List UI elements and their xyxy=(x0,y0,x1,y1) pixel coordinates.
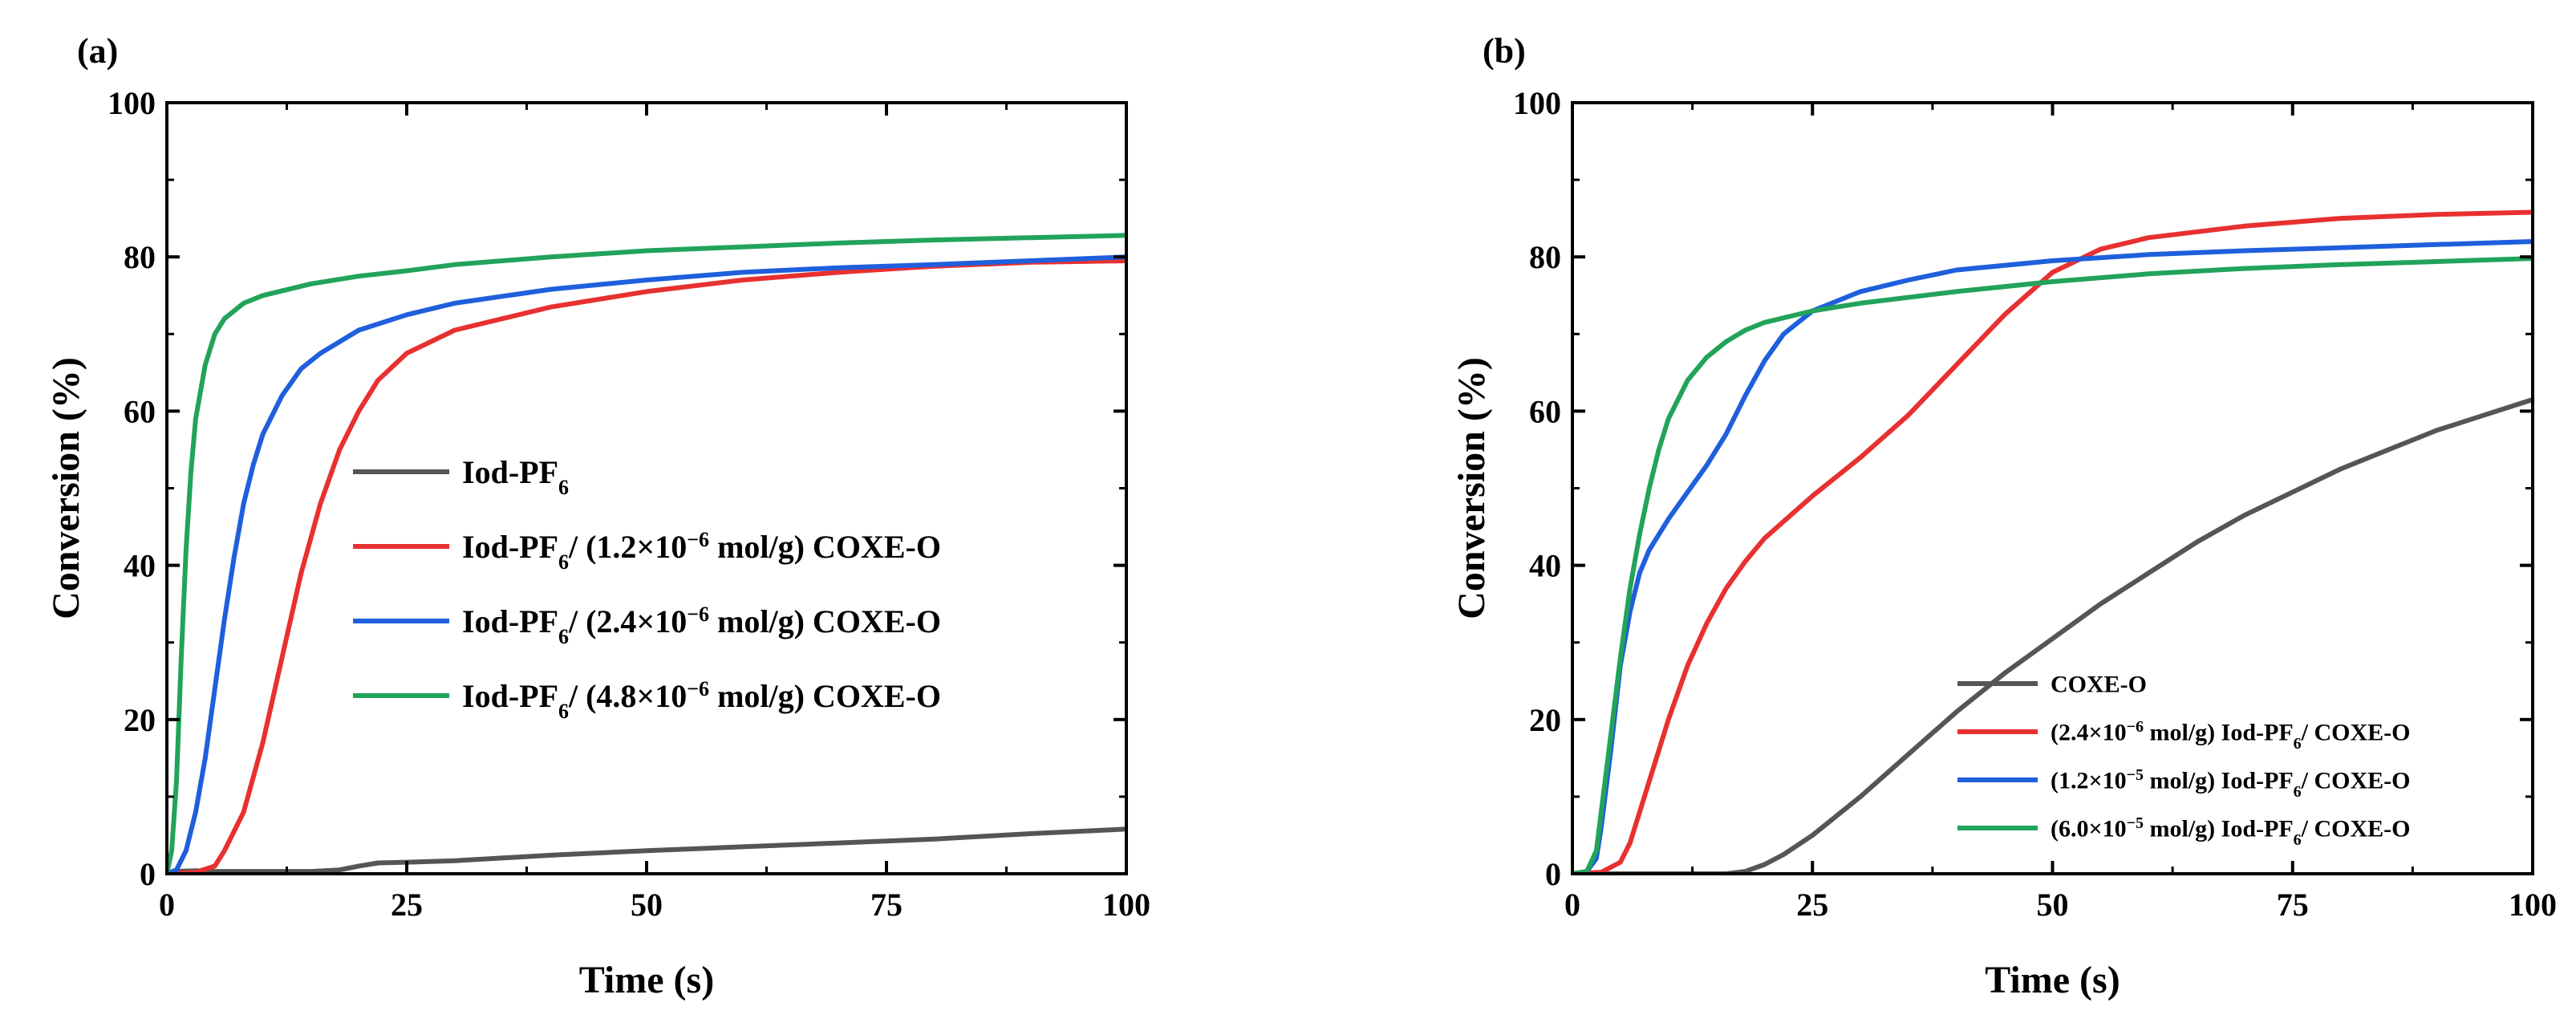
legend: COXE-O(2.4×10−6 mol/g) Iod-PF6/ COXE-O(1… xyxy=(1957,672,2411,849)
legend-text-pre: Iod-PF xyxy=(462,678,558,714)
legend-text-mid: mol/g) Iod-PF xyxy=(2144,768,2294,794)
legend-entry-2: Iod-PF6/ (1.2×10−6 mol/g) COXE-O xyxy=(462,528,941,574)
legend-text-mid: / (1.2×10 xyxy=(568,529,687,565)
y-tick-label: 80 xyxy=(124,239,156,275)
x-tick-label: 100 xyxy=(1102,887,1150,923)
legend-text-pre: Iod-PF xyxy=(462,529,558,565)
legend-entry-4: (6.0×10−5 mol/g) Iod-PF6/ COXE-O xyxy=(2051,814,2411,849)
series-line-3 xyxy=(167,254,1126,874)
legend-text-pre: (2.4×10 xyxy=(2051,720,2127,746)
y-tick-label: 100 xyxy=(108,85,156,121)
legend-text-mid: / (4.8×10 xyxy=(568,678,687,714)
legend-text-mid: mol/g) Iod-PF xyxy=(2144,816,2294,842)
y-tick-label: 100 xyxy=(1513,85,1561,121)
legend-text-pre: Iod-PF xyxy=(462,454,558,490)
legend-text-post: mol/g) COXE-O xyxy=(709,529,941,565)
legend-text-sup: −5 xyxy=(2127,814,2144,832)
series-line-1 xyxy=(167,826,1126,874)
panel-label: (b) xyxy=(1483,31,1526,71)
legend-text-mid: / (2.4×10 xyxy=(568,603,687,639)
legend-text-pre: (6.0×10 xyxy=(2051,816,2127,842)
series-line-4 xyxy=(167,233,1126,874)
x-tick-label: 50 xyxy=(2037,887,2069,923)
legend-text-sup: −6 xyxy=(687,528,709,551)
legend-text-post: / COXE-O xyxy=(2301,816,2411,842)
y-tick-label: 20 xyxy=(124,702,156,738)
legend-entry-1: COXE-O xyxy=(2051,672,2147,698)
legend-entry-4: Iod-PF6/ (4.8×10−6 mol/g) COXE-O xyxy=(462,677,941,723)
legend-text-sup: −5 xyxy=(2127,766,2144,784)
x-tick-label: 0 xyxy=(1564,887,1580,923)
x-tick-label: 75 xyxy=(870,887,903,923)
y-tick-label: 80 xyxy=(1529,239,1561,275)
y-tick-label: 0 xyxy=(140,856,156,892)
y-tick-label: 60 xyxy=(1529,393,1561,429)
legend-text-sup: −6 xyxy=(2127,718,2144,736)
y-tick-label: 20 xyxy=(1529,702,1561,738)
legend-text-sub: 6 xyxy=(558,700,569,723)
series-line-2 xyxy=(167,258,1126,874)
legend-text-sub: 6 xyxy=(558,625,569,648)
series-line-4 xyxy=(1572,256,2533,874)
legend-text-mid: mol/g) Iod-PF xyxy=(2144,720,2294,746)
legend-text-pre: Iod-PF xyxy=(462,603,558,639)
legend-text-post: mol/g) COXE-O xyxy=(709,603,941,639)
x-tick-label: 25 xyxy=(391,887,423,923)
plot-frame xyxy=(165,101,1128,875)
legend-text-pre: (1.2×10 xyxy=(2051,768,2127,794)
legend-text-sub: 6 xyxy=(2294,831,2302,849)
legend-text-sub: 6 xyxy=(558,476,569,499)
x-tick-label: 75 xyxy=(2277,887,2309,923)
legend-text-sup: −6 xyxy=(687,603,709,626)
y-tick-label: 0 xyxy=(1545,856,1561,892)
legend-text-sub: 6 xyxy=(2294,735,2302,753)
x-tick-label: 50 xyxy=(631,887,663,923)
legend-text-sub: 6 xyxy=(558,550,569,574)
legend-entry-3: Iod-PF6/ (2.4×10−6 mol/g) COXE-O xyxy=(462,603,941,648)
legend-entry-2: (2.4×10−6 mol/g) Iod-PF6/ COXE-O xyxy=(2051,718,2411,753)
y-tick-label: 60 xyxy=(124,393,156,429)
series-line-2 xyxy=(1572,209,2533,874)
y-tick-label: 40 xyxy=(124,548,156,584)
chart-panel-a: (a) 0 25 50 75 100 0 20 40 60 80 100 Time (s) Convers… xyxy=(45,31,1150,1001)
x-tick-label: 0 xyxy=(159,887,175,923)
legend-text-sub: 6 xyxy=(2294,783,2302,801)
legend-entry-3: (1.2×10−5 mol/g) Iod-PF6/ COXE-O xyxy=(2051,766,2411,801)
legend-text-pre: COXE-O xyxy=(2051,672,2147,698)
chart-panel-b: (b) 0 25 50 75 100 0 20 40 60 80 100 Time (s) Convers… xyxy=(1450,31,2557,1001)
x-axis-title: Time (s) xyxy=(1985,959,2120,1001)
legend-text-post: / COXE-O xyxy=(2301,768,2411,794)
legend-entry-1: Iod-PF6 xyxy=(462,454,569,499)
y-axis-title: Conversion (%) xyxy=(1450,357,1493,619)
y-axis-title: Conversion (%) xyxy=(45,357,87,619)
x-tick-label: 100 xyxy=(2509,887,2557,923)
y-tick-label: 40 xyxy=(1529,548,1561,584)
series-line-1 xyxy=(1572,397,2533,874)
x-axis-title: Time (s) xyxy=(579,959,714,1001)
panel-label: (a) xyxy=(77,31,118,71)
legend-text-sup: −6 xyxy=(687,677,709,700)
legend-text-post: mol/g) COXE-O xyxy=(709,678,941,714)
x-tick-label: 25 xyxy=(1796,887,1828,923)
legend-text-post: / COXE-O xyxy=(2301,720,2411,746)
